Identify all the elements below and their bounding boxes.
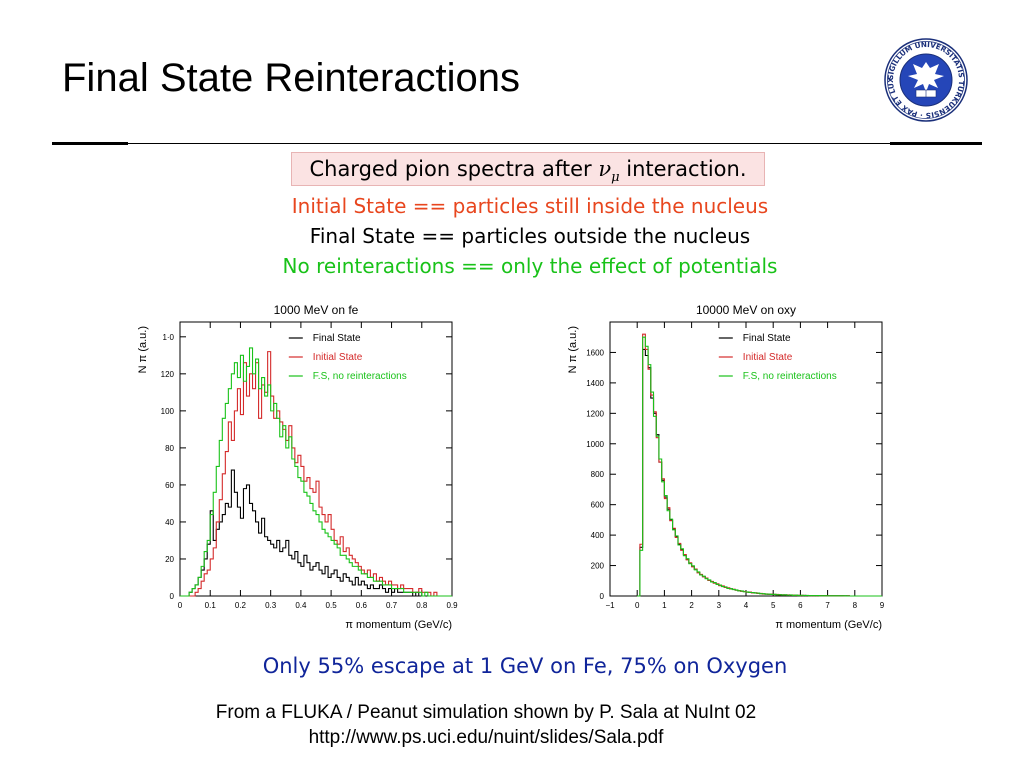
x-tick-label: 7 bbox=[825, 601, 830, 610]
x-tick-label: 6 bbox=[798, 601, 803, 610]
y-tick-label: 200 bbox=[591, 562, 605, 571]
plot-frame bbox=[179, 321, 453, 597]
x-tick-label: 3 bbox=[717, 601, 722, 610]
x-tick-label: 0.4 bbox=[295, 601, 307, 610]
summary-text: Only 55% escape at 1 GeV on Fe, 75% on O… bbox=[262, 654, 788, 678]
series-final-state bbox=[180, 469, 452, 597]
plot-oxy-10000mev: 10000 MeV on oxy−1 0 1 2 3 4 5 6 7 8 9020040060080… bbox=[567, 303, 885, 631]
x-tick-label: 0.5 bbox=[326, 601, 338, 610]
title-rule-right bbox=[890, 142, 982, 145]
figure-title: Charged pion spectra after νμ interactio… bbox=[291, 152, 765, 186]
x-tick-label: 0.1 bbox=[205, 601, 217, 610]
x-tick-label: 0.3 bbox=[265, 601, 277, 610]
y-tick-label: 1400 bbox=[586, 379, 604, 388]
x-tick-label: 0.2 bbox=[235, 601, 247, 610]
plot-frame bbox=[609, 321, 883, 597]
y-tick-label: 0 bbox=[170, 592, 175, 601]
y-tick-label: 40 bbox=[165, 518, 174, 527]
legend-label: F.S, no reinteractions bbox=[313, 371, 407, 382]
y-tick-label: 800 bbox=[591, 470, 605, 479]
plot-title: 10000 MeV on oxy bbox=[696, 303, 796, 317]
x-tick-label: 4 bbox=[744, 601, 749, 610]
y-tick-label: 600 bbox=[591, 501, 605, 510]
x-tick-label: 0.8 bbox=[416, 601, 428, 610]
y-tick-label: 1·0 bbox=[162, 333, 174, 342]
credit-source: From a FLUKA / Peanut simulation shown b… bbox=[215, 702, 757, 723]
y-tick-label: 1000 bbox=[586, 440, 604, 449]
x-tick-label: 8 bbox=[853, 601, 858, 610]
y-tick-label: 80 bbox=[165, 444, 174, 453]
x-tick-label: 0.7 bbox=[386, 601, 398, 610]
series-f-s-no-reinteractions bbox=[180, 347, 452, 597]
x-tick-label: 1 bbox=[662, 601, 667, 610]
slide-title: Final State Reinteractions bbox=[62, 56, 521, 100]
figure-title-prefix: Charged pion spectra after bbox=[309, 157, 599, 181]
plot-fe-1000mev: 1000 MeV on fe 0 0.1 0.2 0.3 0.4 0.5 0.6 0.7 0.8 0… bbox=[137, 303, 458, 631]
y-tick-label: 100 bbox=[161, 407, 175, 416]
figure-title-suffix: interaction. bbox=[619, 157, 747, 181]
y-tick-label: 120 bbox=[161, 370, 175, 379]
y-tick-label: 1200 bbox=[586, 409, 604, 418]
series-initial-state bbox=[180, 351, 452, 597]
series-f-s-no-reinteractions bbox=[637, 336, 882, 597]
x-axis-label: π momentum (GeV/c) bbox=[345, 619, 452, 631]
y-tick-label: 1600 bbox=[586, 348, 604, 357]
figure-title-subscript: μ bbox=[611, 170, 620, 186]
definition-initial-state: Initial State == particles still inside … bbox=[291, 194, 769, 218]
x-tick-label: 0 bbox=[635, 601, 640, 610]
title-rule bbox=[128, 143, 890, 144]
plot-title: 1000 MeV on fe bbox=[274, 303, 359, 317]
figure-title-symbol: ν bbox=[598, 157, 612, 181]
university-seal-logo: SIGILLUM UNIVERSITATIS TURKUENSIS · PAX … bbox=[884, 38, 968, 122]
definition-no-reinteractions: No reinteractions == only the effect of … bbox=[282, 254, 778, 278]
legend-label: Initial State bbox=[313, 352, 363, 363]
legend-label: Initial State bbox=[743, 352, 793, 363]
y-axis-label: N π (a.u.) bbox=[567, 326, 579, 373]
definition-final-state: Final State == particles outside the nuc… bbox=[309, 224, 751, 248]
x-tick-label: 9 bbox=[880, 601, 885, 610]
y-tick-label: 20 bbox=[165, 555, 174, 564]
y-tick-label: 400 bbox=[591, 531, 605, 540]
y-tick-label: 0 bbox=[600, 592, 605, 601]
x-tick-label: 5 bbox=[771, 601, 776, 610]
x-tick-label: 0.9 bbox=[446, 601, 458, 610]
series-final-state bbox=[637, 348, 882, 597]
x-tick-label: 0 bbox=[178, 601, 183, 610]
y-axis-label: N π (a.u.) bbox=[137, 326, 149, 373]
x-tick-label: 0.6 bbox=[356, 601, 368, 610]
x-tick-label: −1 bbox=[605, 601, 615, 610]
legend-label: Final State bbox=[743, 333, 791, 344]
title-rule-left bbox=[52, 142, 128, 145]
x-tick-label: 2 bbox=[689, 601, 694, 610]
legend-label: F.S, no reinteractions bbox=[743, 371, 837, 382]
legend-label: Final State bbox=[313, 333, 361, 344]
credit-url: http://www.ps.uci.edu/nuint/slides/Sala.… bbox=[308, 727, 664, 748]
y-tick-label: 60 bbox=[165, 481, 174, 490]
x-axis-label: π momentum (GeV/c) bbox=[775, 619, 882, 631]
